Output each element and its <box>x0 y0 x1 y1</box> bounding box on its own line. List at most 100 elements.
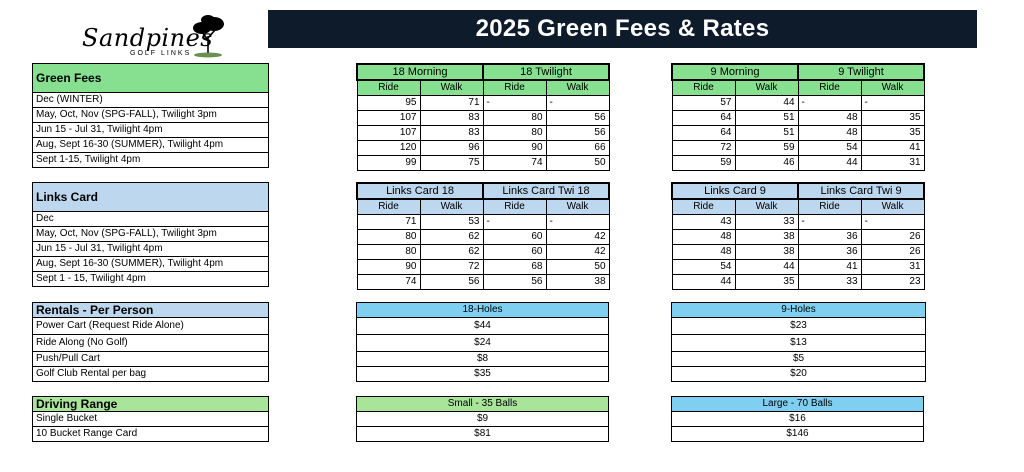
tree-icon <box>193 15 224 58</box>
fee-cell: 26 <box>860 244 925 260</box>
links-card-row-label: Sept 1 - 15, Twilight 4pm <box>32 271 269 287</box>
rentals-row-label: Ride Along (No Golf) <box>32 334 269 352</box>
green-fees-row-label: May, Oct, Nov (SPG-FALL), Twilight 3pm <box>32 107 269 123</box>
fee-cell: 23 <box>860 274 925 290</box>
fee-cell: 68 <box>482 259 547 275</box>
fee-cell: 42 <box>545 229 610 245</box>
col-header: Ride <box>797 198 862 215</box>
rentals-row-label: Push/Pull Cart <box>32 351 269 367</box>
group-header: Links Card Twi 9 <box>797 182 926 200</box>
fee-cell: 90 <box>356 259 421 275</box>
fee-cell: - <box>482 95 547 111</box>
range-row-label: 10 Bucket Range Card <box>32 426 269 442</box>
fee-cell: 36 <box>797 244 862 260</box>
green-fees-row-label: Aug, Sept 16-30 (SUMMER), Twilight 4pm <box>32 137 269 153</box>
fee-row: 48 38 36 26 <box>671 244 925 260</box>
fee-cell: 99 <box>356 155 421 171</box>
fee-cell: 56 <box>545 125 610 141</box>
rentals-header: Rentals - Per Person <box>32 302 269 318</box>
fee-row: 64 51 48 35 <box>671 110 925 126</box>
green-fees-9-table: 9 Morning 9 Twilight Ride Walk Ride Walk… <box>670 63 926 171</box>
green-fees-row-label: Dec (WINTER) <box>32 92 269 108</box>
rental-price: $23 <box>671 317 926 335</box>
range-row-label: Single Bucket <box>32 411 269 427</box>
fee-cell: 44 <box>734 259 799 275</box>
fee-row: 74 56 56 38 <box>356 274 610 290</box>
fee-cell: 62 <box>419 229 484 245</box>
green-fees-header: Green Fees <box>32 63 269 93</box>
fee-cell: 72 <box>671 140 736 156</box>
fee-cell: 54 <box>671 259 736 275</box>
fee-cell: 66 <box>545 140 610 156</box>
fee-row: 107 83 80 56 <box>356 125 610 141</box>
range-labels: Driving Range Single Bucket 10 Bucket Ra… <box>32 396 269 442</box>
fee-cell: 44 <box>734 95 799 111</box>
fee-cell: - <box>860 95 925 111</box>
col-header: Walk <box>860 198 925 215</box>
fee-cell: 60 <box>482 244 547 260</box>
fee-cell: 48 <box>797 110 862 126</box>
fee-cell: 48 <box>671 229 736 245</box>
fee-cell: 80 <box>356 229 421 245</box>
fee-cell: 33 <box>797 274 862 290</box>
fee-row: 90 72 68 50 <box>356 259 610 275</box>
fee-cell: 43 <box>671 214 736 230</box>
fee-cell: 51 <box>734 125 799 141</box>
fee-cell: 26 <box>860 229 925 245</box>
col-header: Walk <box>734 198 799 215</box>
range-price: $16 <box>671 411 924 427</box>
fee-cell: - <box>860 214 925 230</box>
links-card-row-label: Aug, Sept 16-30 (SUMMER), Twilight 4pm <box>32 256 269 272</box>
col-header: Walk <box>734 79 799 96</box>
col-header: Ride <box>797 79 862 96</box>
fee-row: 57 44- - <box>671 95 925 111</box>
fee-cell: 56 <box>419 274 484 290</box>
fee-cell: 44 <box>797 155 862 171</box>
rentals-row-label: Golf Club Rental per bag <box>32 366 269 382</box>
fee-cell: 96 <box>419 140 484 156</box>
rentals-row-label: Power Cart (Request Ride Alone) <box>32 317 269 335</box>
links-card-labels: Links Card Dec May, Oct, Nov (SPG-FALL),… <box>32 182 269 287</box>
range-small-header: Small - 35 Balls <box>356 396 609 412</box>
fee-cell: 35 <box>734 274 799 290</box>
fee-cell: 46 <box>734 155 799 171</box>
fee-cell: 83 <box>419 125 484 141</box>
page-title: 2025 Green Fees & Rates <box>268 10 977 48</box>
fee-cell: 80 <box>482 125 547 141</box>
group-header: 9 Morning <box>670 63 800 81</box>
fee-cell: 44 <box>671 274 736 290</box>
group-header: 18 Twilight <box>482 63 611 81</box>
fee-row: 72 59 54 41 <box>671 140 925 156</box>
fee-cell: - <box>545 214 610 230</box>
rentals-labels: Rentals - Per Person Power Cart (Request… <box>32 302 269 382</box>
fee-row: 80 62 60 42 <box>356 229 610 245</box>
fee-row: 107 83 80 56 <box>356 110 610 126</box>
fee-row: 71 53- - <box>356 214 610 230</box>
range-price: $9 <box>356 411 609 427</box>
fee-cell: 42 <box>545 244 610 260</box>
sandpines-logo: Sandpines GOLF LINKS <box>78 14 228 62</box>
rental-price: $44 <box>356 317 609 335</box>
fee-cell: 41 <box>797 259 862 275</box>
fee-cell: 38 <box>734 229 799 245</box>
fee-cell: 38 <box>734 244 799 260</box>
fee-cell: 50 <box>545 155 610 171</box>
col-header: Walk <box>545 198 610 215</box>
fee-cell: - <box>797 214 862 230</box>
fee-cell: 75 <box>419 155 484 171</box>
fee-row: 120 96 90 66 <box>356 140 610 156</box>
rental-price: $8 <box>356 351 609 367</box>
links-card-header: Links Card <box>32 182 269 212</box>
range-header: Driving Range <box>32 396 269 412</box>
fee-cell: 56 <box>482 274 547 290</box>
rentals-18-table: 18-Holes $44 $24 $8 $35 <box>356 302 609 382</box>
col-header: Walk <box>419 198 484 215</box>
range-price: $81 <box>356 426 609 442</box>
rental-price: $35 <box>356 366 609 382</box>
fee-cell: 107 <box>356 125 421 141</box>
col-header: Ride <box>671 198 736 215</box>
links-card-9-table: Links Card 9 Links Card Twi 9 Ride Walk … <box>670 182 926 290</box>
fee-cell: 80 <box>482 110 547 126</box>
fee-row: 99 75 74 50 <box>356 155 610 171</box>
fee-cell: 64 <box>671 110 736 126</box>
